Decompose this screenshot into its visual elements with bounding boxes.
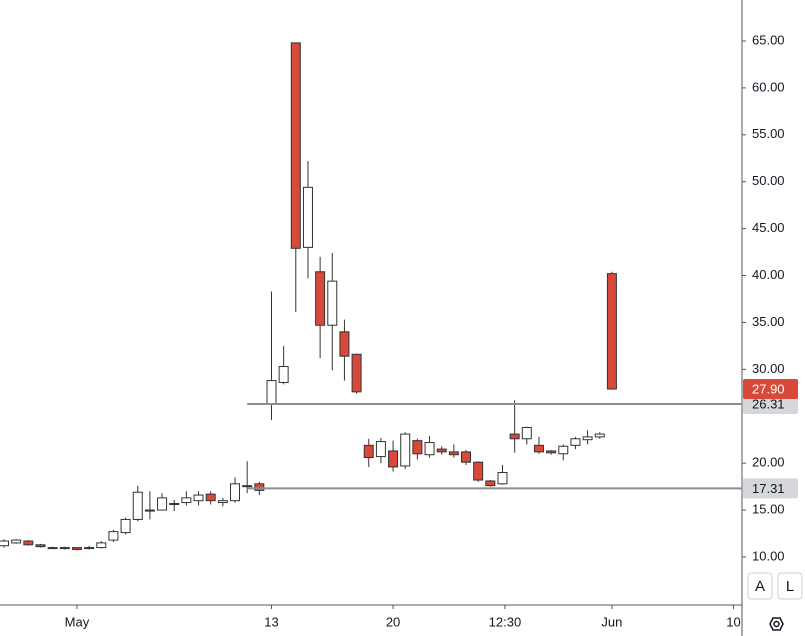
candle-body <box>144 509 155 512</box>
candle-body <box>230 483 241 502</box>
candle-body <box>242 485 253 488</box>
candle-body <box>473 461 484 481</box>
log-scale-label[interactable]: L <box>786 578 794 595</box>
candle-body <box>461 451 472 463</box>
candle-body <box>546 450 557 454</box>
y-tick-label: 45.00 <box>752 220 785 235</box>
x-tick-label: 20 <box>386 614 400 629</box>
candle-body <box>436 448 447 453</box>
candle-body <box>497 472 508 485</box>
candle-body <box>59 547 70 550</box>
y-tick-label: 10.00 <box>752 548 785 563</box>
candle-body <box>169 502 180 505</box>
last-price-box <box>743 379 798 400</box>
candle-body <box>193 494 204 502</box>
candle-body <box>0 540 10 547</box>
y-tick-label: 60.00 <box>752 79 785 94</box>
y-tick-label: 20.00 <box>752 455 785 470</box>
candle-body <box>388 450 399 468</box>
candle-body <box>606 273 617 390</box>
settings-button[interactable] <box>769 617 784 631</box>
price-line-label: 17.31 <box>752 481 785 496</box>
candle-body <box>521 427 532 440</box>
candle-body <box>254 483 265 491</box>
candle-body <box>47 547 58 550</box>
x-tick-label: May <box>65 614 90 629</box>
candle-body <box>266 380 277 405</box>
candle-body <box>108 531 119 541</box>
candle-body <box>205 493 216 502</box>
candle-body <box>290 42 301 249</box>
candle-body <box>35 544 46 548</box>
candle-body <box>509 433 520 440</box>
candle-body <box>11 539 22 544</box>
candle-body <box>570 438 581 446</box>
candle-body <box>120 518 131 534</box>
candle-body <box>375 441 386 458</box>
price-line-label: 26.31 <box>752 396 785 411</box>
candle-body <box>132 491 143 520</box>
candle-body <box>485 480 496 487</box>
y-tick-label: 15.00 <box>752 501 785 516</box>
candle-body <box>558 445 569 455</box>
last-price-label: 27.90 <box>752 381 785 396</box>
candle-body <box>84 547 95 550</box>
x-tick-label: 13 <box>264 614 278 629</box>
price-line-box <box>743 478 798 499</box>
x-tick-label: Jun <box>601 614 622 629</box>
candle-body <box>412 440 423 455</box>
candle-body <box>339 331 350 357</box>
candle-body <box>400 433 411 467</box>
candle-body <box>302 186 313 248</box>
x-tick-label: 12:30 <box>489 614 522 629</box>
y-tick-label: 40.00 <box>752 267 785 282</box>
candle-body <box>594 433 605 438</box>
log-scale-button[interactable] <box>777 572 803 600</box>
y-tick-label: 30.00 <box>752 361 785 376</box>
candle-body <box>448 451 459 456</box>
settings-icon[interactable] <box>769 617 784 631</box>
auto-scale-button[interactable] <box>747 572 773 600</box>
candle-body <box>71 547 82 550</box>
y-tick-label: 50.00 <box>752 173 785 188</box>
candle-body <box>363 444 374 459</box>
candle-body <box>351 353 362 393</box>
settings-icon-center[interactable] <box>773 620 780 628</box>
candle-body <box>327 280 338 326</box>
candle-body <box>424 442 435 456</box>
candle-body <box>96 542 107 549</box>
candle-body <box>533 444 544 453</box>
candle-body <box>315 271 326 326</box>
candle-body <box>278 366 289 383</box>
candle-body <box>217 500 228 504</box>
candle-body <box>23 540 34 546</box>
candle-body <box>157 497 168 511</box>
candle-body <box>181 497 192 504</box>
y-tick-label: 35.00 <box>752 314 785 329</box>
x-tick-label: 10 <box>726 614 740 629</box>
auto-scale-label[interactable]: A <box>755 578 765 595</box>
candle-body <box>582 436 593 441</box>
y-tick-label: 65.00 <box>752 32 785 47</box>
y-tick-label: 55.00 <box>752 126 785 141</box>
